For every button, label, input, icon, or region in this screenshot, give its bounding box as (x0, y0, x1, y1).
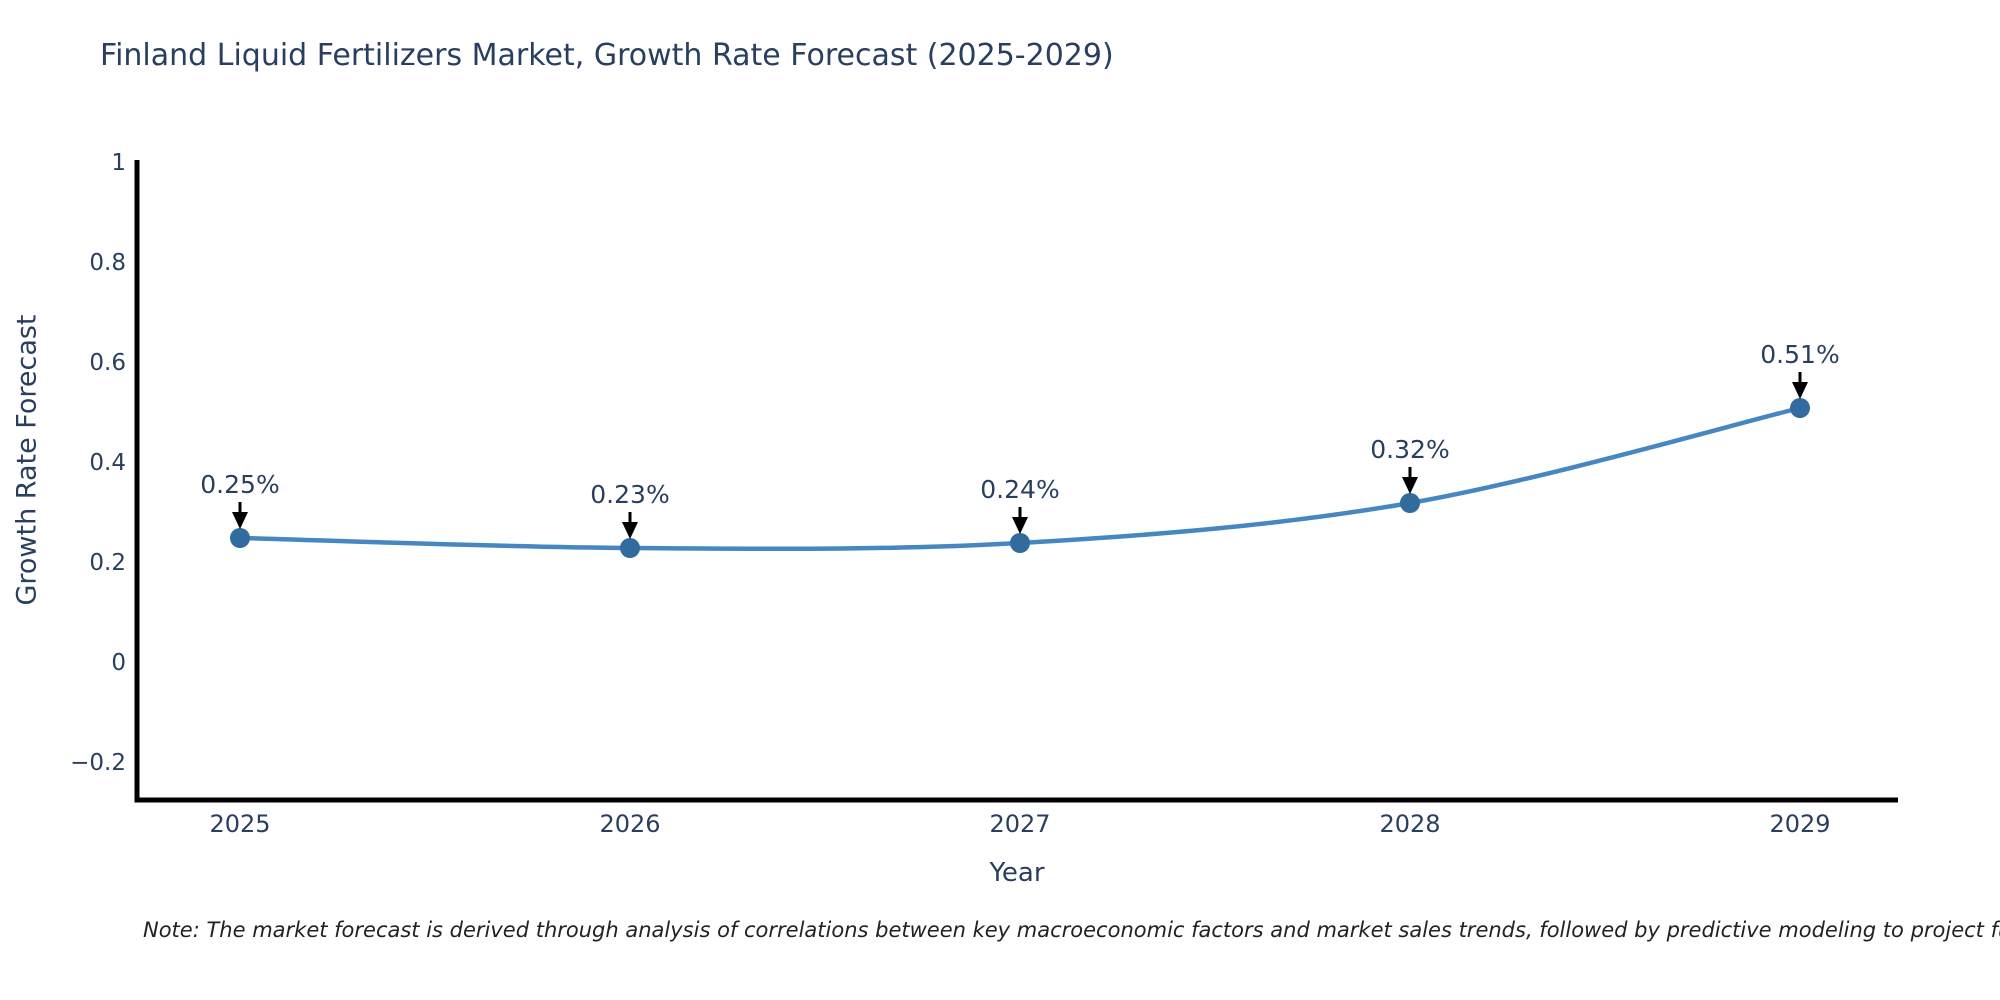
y-tick-label: 0 (111, 650, 126, 676)
annotation-arrowhead-icon (232, 512, 248, 529)
x-tick-label: 2027 (989, 810, 1051, 838)
point-value-label: 0.32% (1370, 435, 1450, 464)
y-tick-label: 0.4 (89, 450, 126, 476)
point-value-label: 0.25% (200, 470, 280, 499)
annotation-arrowhead-icon (622, 522, 638, 539)
x-tick-label: 2029 (1769, 810, 1831, 838)
y-tick-label: −0.2 (70, 750, 126, 776)
x-tick-label: 2025 (209, 810, 271, 838)
y-tick-label: 1 (111, 150, 126, 176)
annotation-arrowhead-icon (1402, 477, 1418, 494)
chart-title: Finland Liquid Fertilizers Market, Growt… (100, 38, 1114, 73)
data-point-marker (1790, 398, 1810, 418)
y-tick-label: 0.8 (89, 250, 126, 276)
y-tick-label: 0.6 (89, 350, 126, 376)
annotation-arrowhead-icon (1012, 517, 1028, 534)
annotation-arrowhead-icon (1792, 382, 1808, 399)
point-value-label: 0.51% (1760, 340, 1840, 369)
footnote: Note: The market forecast is derived thr… (143, 918, 2000, 942)
data-point-marker (1010, 533, 1030, 553)
x-axis-title: Year (989, 858, 1045, 888)
y-tick-label: 0.2 (89, 550, 126, 576)
data-point-marker (230, 528, 250, 548)
data-point-marker (1400, 493, 1420, 513)
point-value-label: 0.24% (980, 475, 1060, 504)
point-value-label: 0.23% (590, 480, 670, 509)
x-tick-label: 2026 (599, 810, 661, 838)
data-point-marker (620, 538, 640, 558)
x-tick-label: 2028 (1379, 810, 1441, 838)
